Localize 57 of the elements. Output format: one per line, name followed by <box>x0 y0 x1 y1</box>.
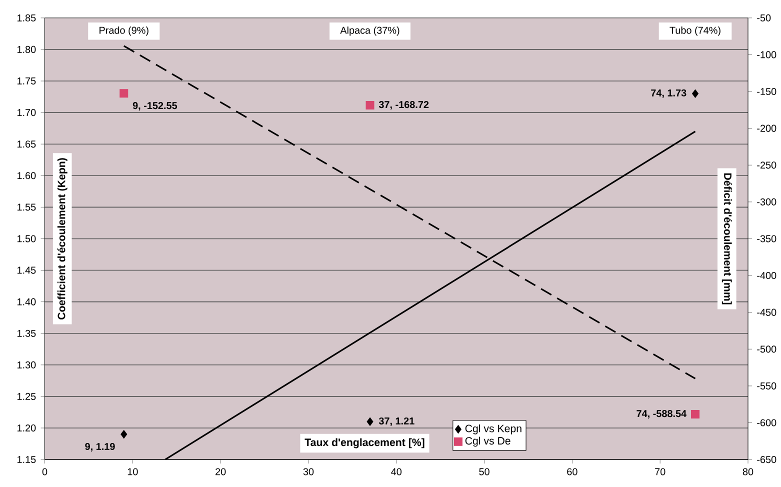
y-tick-label: 1.70 <box>17 108 36 116</box>
legend-label: Cgl vs De <box>465 436 510 446</box>
legend-label: Cgl vs Kepn <box>465 424 522 434</box>
point <box>692 89 699 98</box>
y-tick-label: 1.45 <box>17 266 36 274</box>
y-tick-label: 1.30 <box>17 361 36 368</box>
point <box>366 417 374 426</box>
y2-tick-label: -150 <box>757 88 776 95</box>
data-label: 74, -588.54 <box>636 410 687 418</box>
y-tick-label: 1.50 <box>17 235 36 242</box>
point <box>366 100 374 110</box>
y-tick-label: 1.60 <box>17 172 36 179</box>
y2-tick-label: -300 <box>757 198 776 206</box>
data-label: 9, 1.19 <box>85 442 115 452</box>
data-label: 37, 1.21 <box>378 417 414 426</box>
y-tick-label: 1.15 <box>17 456 36 463</box>
y2-tick-label: -50 <box>757 14 771 22</box>
x-tick-label: 0 <box>42 468 48 476</box>
x-tick-label: 70 <box>655 468 666 476</box>
y-tick-label: 1.65 <box>17 140 36 148</box>
y2-tick-label: -100 <box>757 51 776 58</box>
annotation: Prado (9%) <box>100 26 148 36</box>
y-tick-label: 1.80 <box>17 46 36 53</box>
y2-tick-label: -250 <box>757 161 776 168</box>
x-tick-label: 60 <box>567 468 578 476</box>
point <box>691 410 700 418</box>
x-tick-label: 50 <box>479 468 490 476</box>
point <box>120 88 128 98</box>
x-tick-label: 80 <box>742 468 754 476</box>
data-label: 9, -152.55 <box>132 102 178 110</box>
y2-tick-label: -500 <box>757 345 776 352</box>
y2-tick-label: -200 <box>757 124 776 132</box>
annotation: Alpaca (37%) <box>340 26 400 36</box>
x-axis-title: Taux d'englacement [%] <box>304 438 424 448</box>
point <box>120 430 128 438</box>
y2-tick-label: -650 <box>757 456 776 463</box>
annotation: Tubo (74%) <box>670 26 720 36</box>
y-tick-label: 1.35 <box>17 330 36 337</box>
x-tick-label: 10 <box>128 468 138 476</box>
y2-tick-label: -550 <box>757 382 776 390</box>
y-tick-label: 1.40 <box>17 298 36 306</box>
y2-tick-label: -400 <box>757 272 776 279</box>
data-label: 37, -168.72 <box>378 100 429 110</box>
y-tick-label: 1.20 <box>17 424 36 432</box>
y-axis-title: Coefficient d'écoulement (Kepn) <box>57 158 68 320</box>
y2-tick-label: -350 <box>757 235 776 242</box>
y-tick-label: 1.55 <box>17 204 36 210</box>
data-label: 74, 1.73 <box>651 89 686 98</box>
y-tick-label: 1.75 <box>17 77 36 84</box>
y2-axis-title: Déficit d'écoulement [mm] <box>722 173 732 304</box>
x-tick-label: 20 <box>216 468 226 476</box>
y2-tick-label: -600 <box>757 419 776 426</box>
x-tick-label: 30 <box>303 468 314 476</box>
y-tick-label: 1.85 <box>17 14 36 22</box>
y2-tick-label: -450 <box>757 308 776 316</box>
x-tick-label: 40 <box>391 468 402 476</box>
y-tick-label: 1.25 <box>17 392 36 400</box>
